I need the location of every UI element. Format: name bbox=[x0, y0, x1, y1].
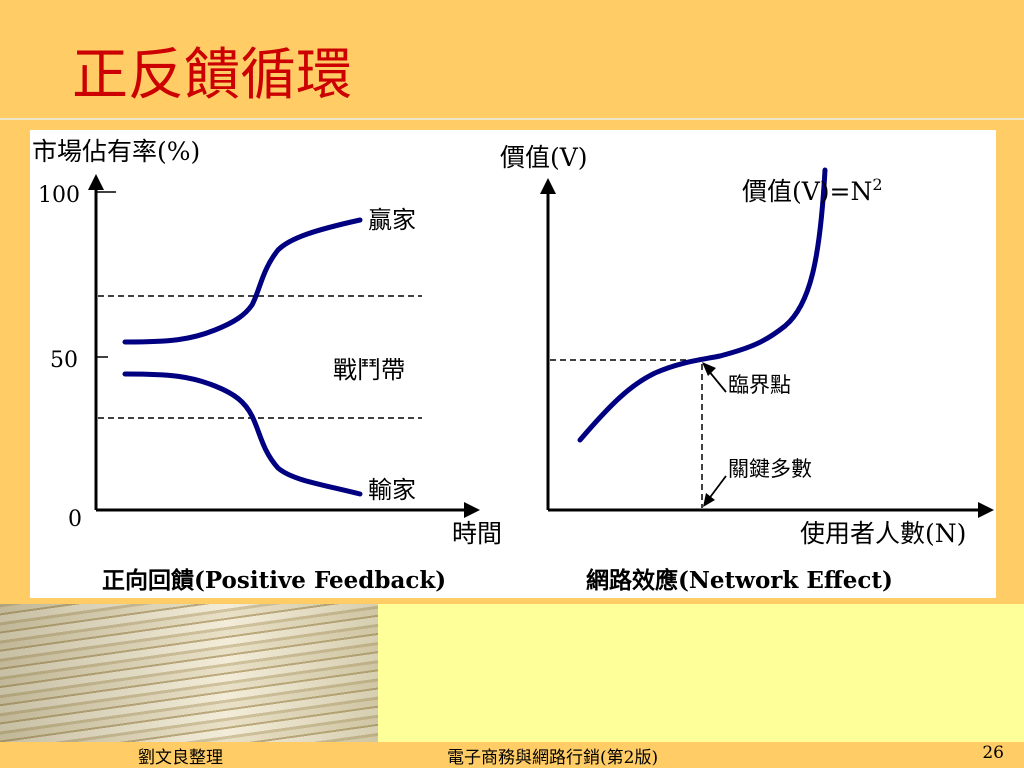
critical-mass-label: 關鍵多數 bbox=[728, 457, 812, 481]
footer-author: 劉文良整理 bbox=[138, 748, 223, 768]
value-formula-label: 價值(V)=N2 bbox=[742, 175, 883, 206]
tick-label-50: 50 bbox=[50, 348, 78, 373]
left-y-axis-label: 市場佔有率(%) bbox=[32, 137, 200, 166]
positive-feedback-chart: 市場佔有率(%) 100 50 0 贏家 戰鬥帶 輸家 時間 正向回饋(Posi… bbox=[32, 137, 502, 594]
right-y-axis-label: 價值(V) bbox=[500, 143, 588, 172]
lower-panel bbox=[378, 604, 1024, 742]
decorative-paper-stack-image bbox=[0, 604, 378, 742]
right-y-axis-arrow bbox=[540, 178, 556, 194]
tick-label-100: 100 bbox=[38, 183, 80, 208]
title-divider bbox=[0, 118, 1024, 120]
loser-label: 輸家 bbox=[368, 476, 416, 504]
footer-book-title: 電子商務與網路行銷(第2版) bbox=[447, 748, 659, 768]
winner-curve bbox=[122, 217, 363, 345]
critical-point-label: 臨界點 bbox=[728, 373, 791, 397]
right-chart-caption: 網路效應(Network Effect) bbox=[586, 567, 893, 594]
battle-band-label: 戰鬥帶 bbox=[333, 356, 405, 384]
tick-label-0: 0 bbox=[68, 507, 82, 532]
diagram-figure: 市場佔有率(%) 100 50 0 贏家 戰鬥帶 輸家 時間 正向回饋(Posi… bbox=[30, 130, 996, 598]
left-y-axis-arrow bbox=[88, 174, 104, 190]
slide-title: 正反饋循環 bbox=[72, 43, 352, 108]
critical-point-arrowhead bbox=[702, 362, 716, 376]
right-x-axis-label: 使用者人數(N) bbox=[800, 519, 966, 548]
network-effect-chart: 價值(V) 價值(V)=N2 臨界點 關鍵多數 使用者人數(N) 網路效應(Ne… bbox=[500, 143, 994, 594]
left-x-axis-label: 時間 bbox=[452, 519, 502, 548]
diagrams-svg: 市場佔有率(%) 100 50 0 贏家 戰鬥帶 輸家 時間 正向回饋(Posi… bbox=[32, 137, 994, 594]
left-x-axis-arrow bbox=[464, 502, 480, 518]
winner-label: 贏家 bbox=[368, 206, 416, 234]
network-value-curve bbox=[577, 167, 828, 443]
critical-mass-arrowhead bbox=[703, 493, 715, 507]
critical-point-pointer bbox=[707, 369, 727, 393]
critical-mass-pointer bbox=[707, 475, 727, 501]
page-number: 26 bbox=[982, 743, 1004, 763]
loser-curve bbox=[122, 371, 363, 497]
right-x-axis-arrow bbox=[978, 502, 994, 518]
left-chart-caption: 正向回饋(Positive Feedback) bbox=[102, 567, 446, 594]
slide-footer: 劉文良整理 電子商務與網路行銷(第2版) 26 bbox=[0, 742, 1024, 768]
